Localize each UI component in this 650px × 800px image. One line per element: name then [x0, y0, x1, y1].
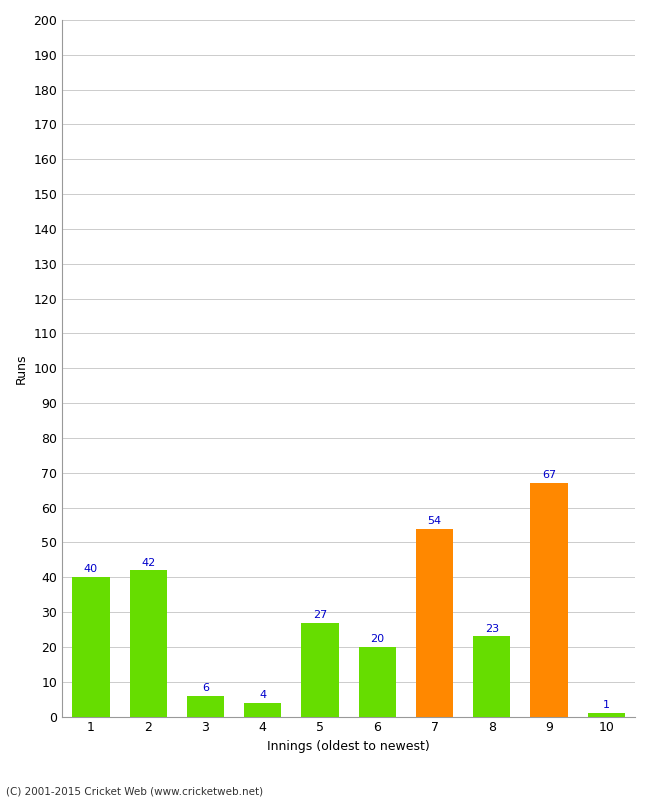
Text: 20: 20: [370, 634, 384, 644]
Text: (C) 2001-2015 Cricket Web (www.cricketweb.net): (C) 2001-2015 Cricket Web (www.cricketwe…: [6, 786, 264, 796]
Bar: [129, 570, 167, 717]
Bar: [72, 578, 110, 717]
Bar: [244, 702, 281, 717]
Text: 23: 23: [485, 624, 499, 634]
Bar: [530, 483, 567, 717]
Bar: [302, 622, 339, 717]
Text: 6: 6: [202, 683, 209, 693]
Bar: [416, 529, 453, 717]
Bar: [359, 647, 396, 717]
Text: 1: 1: [603, 700, 610, 710]
Y-axis label: Runs: Runs: [15, 353, 28, 383]
Bar: [473, 637, 510, 717]
Text: 67: 67: [542, 470, 556, 481]
Bar: [187, 696, 224, 717]
Text: 4: 4: [259, 690, 266, 700]
X-axis label: Innings (oldest to newest): Innings (oldest to newest): [267, 740, 430, 753]
Text: 42: 42: [141, 558, 155, 567]
Text: 54: 54: [428, 516, 441, 526]
Text: 40: 40: [84, 565, 98, 574]
Text: 27: 27: [313, 610, 327, 620]
Bar: [588, 713, 625, 717]
